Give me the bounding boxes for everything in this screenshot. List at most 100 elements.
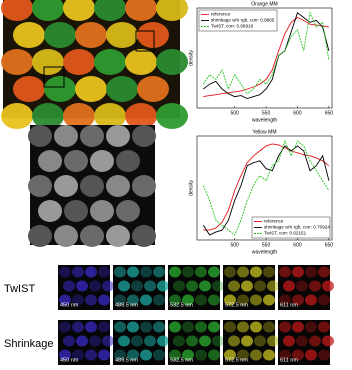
band-blob — [250, 294, 262, 306]
candy — [156, 103, 188, 129]
band-label: 572.5 nm — [225, 302, 248, 308]
band-blob — [224, 294, 236, 306]
band-blob — [283, 280, 295, 292]
band-blob — [237, 266, 249, 278]
candy — [156, 49, 188, 75]
series-line — [203, 16, 329, 98]
band-blob — [102, 280, 114, 292]
candy-gray — [106, 125, 130, 147]
band-blob — [296, 280, 308, 292]
band-blob — [118, 335, 130, 347]
band-blob — [263, 266, 275, 278]
band-blob — [127, 294, 139, 306]
band-blob — [173, 335, 185, 347]
candy-gray — [106, 225, 130, 247]
candy-gray — [90, 150, 114, 172]
series-line — [202, 11, 330, 95]
band-blob — [283, 335, 295, 347]
band-blob — [250, 321, 262, 333]
band-blob — [199, 280, 211, 292]
band-blob — [127, 266, 139, 278]
band-blob — [186, 280, 198, 292]
legend — [198, 9, 278, 32]
candy-gray — [38, 150, 62, 172]
band-blob — [318, 266, 330, 278]
candy — [1, 103, 33, 129]
band-blob — [59, 321, 71, 333]
band-blob — [85, 266, 97, 278]
candy-gray — [64, 200, 88, 222]
band-blob — [98, 321, 110, 333]
band-blob — [224, 266, 236, 278]
band-label: 611 nm — [280, 302, 298, 308]
band-blob — [267, 280, 279, 292]
band-blob — [212, 280, 224, 292]
band-blob — [140, 266, 152, 278]
band-label: 611 nm — [280, 357, 298, 363]
x-tick-label: 550 — [262, 242, 271, 248]
band-blob — [241, 280, 253, 292]
region-box — [43, 66, 65, 88]
band-blob — [254, 280, 266, 292]
x-tick-label: 600 — [293, 110, 302, 116]
candy-gray — [116, 200, 140, 222]
band-blob — [279, 321, 291, 333]
candy — [13, 22, 45, 48]
candy-gray — [80, 175, 104, 197]
candy-gray — [28, 225, 52, 247]
band-blob — [186, 335, 198, 347]
band-blob — [114, 294, 126, 306]
band-blob — [322, 280, 334, 292]
band-blob — [98, 294, 110, 306]
candy — [13, 76, 45, 102]
band-blob — [131, 280, 143, 292]
x-tick-label: 550 — [262, 110, 271, 116]
band-blob — [114, 321, 126, 333]
candy — [125, 103, 157, 129]
candy — [106, 22, 138, 48]
chart-title: Orange MM — [251, 1, 277, 7]
band-blob — [182, 266, 194, 278]
band-blob — [305, 349, 317, 361]
band-blob — [63, 280, 75, 292]
band-blob — [250, 349, 262, 361]
band-blob — [237, 349, 249, 361]
band-blob — [318, 321, 330, 333]
band-blob — [267, 335, 279, 347]
band-blob — [208, 321, 220, 333]
band-blob — [114, 266, 126, 278]
candy — [156, 0, 188, 21]
series-line — [203, 12, 330, 99]
band-blob — [59, 266, 71, 278]
band-blob — [199, 335, 211, 347]
band-blob — [208, 266, 220, 278]
band-label: 489.5 nm — [115, 302, 138, 308]
band-blob — [228, 280, 240, 292]
band-blob — [292, 349, 304, 361]
band-blob — [157, 280, 169, 292]
x-tick-label: 650 — [325, 110, 334, 116]
series-line — [202, 145, 330, 236]
band-label: 450 nm — [60, 302, 79, 308]
band-blob — [173, 280, 185, 292]
band-blob — [169, 266, 181, 278]
band-blob — [292, 321, 304, 333]
candy — [125, 49, 157, 75]
x-tick-label: 600 — [293, 242, 302, 248]
band-blob — [241, 335, 253, 347]
band-blob — [195, 321, 207, 333]
band-blob — [127, 349, 139, 361]
candy-gray — [38, 200, 62, 222]
band-blob — [195, 294, 207, 306]
band-blob — [85, 294, 97, 306]
candy — [94, 103, 126, 129]
band-blob — [182, 349, 194, 361]
band-blob — [208, 349, 220, 361]
candy — [94, 0, 126, 21]
candy — [44, 76, 76, 102]
candy — [63, 49, 95, 75]
band-label: 450 nm — [60, 357, 79, 363]
band-label: 572.5 nm — [225, 357, 248, 363]
band-blob — [182, 294, 194, 306]
band-blob — [153, 294, 165, 306]
